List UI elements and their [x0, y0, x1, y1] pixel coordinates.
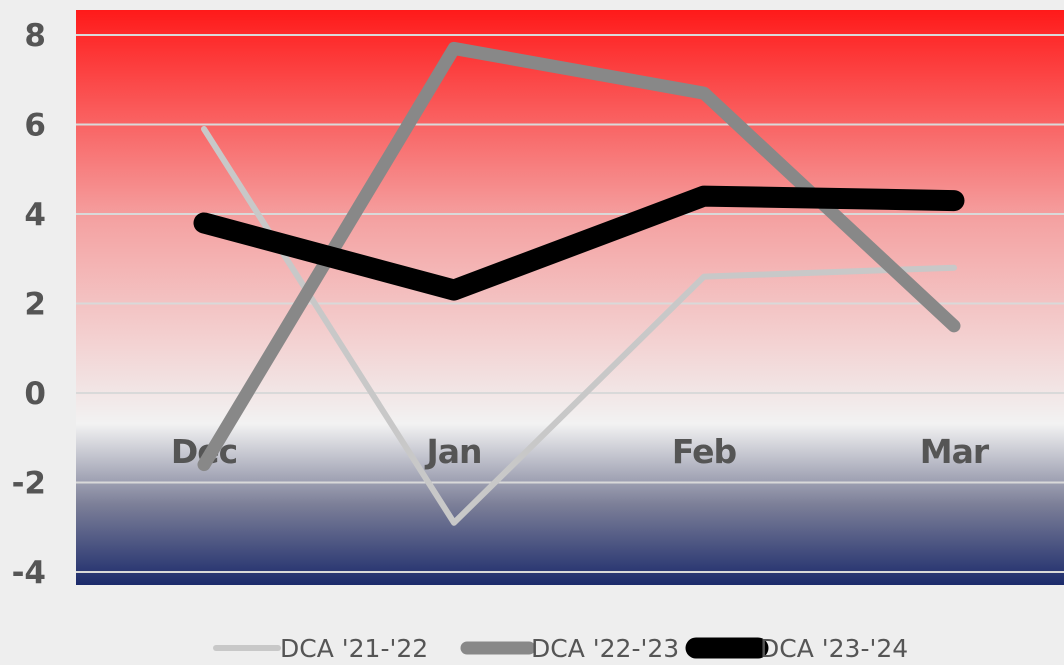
y-tick-label: 2: [24, 287, 46, 323]
y-tick-label: -4: [12, 555, 46, 591]
series-lines: [193, 41, 965, 526]
y-tick-label: 4: [24, 197, 46, 233]
y-axis-ticks: 8 6 4 2 0 -2 -4: [12, 18, 46, 591]
legend-label: DCA '21-'22: [280, 634, 428, 661]
gridlines: [76, 34, 1064, 573]
plot-area-background: [76, 10, 1064, 585]
y-tick-label: 8: [24, 18, 46, 54]
x-axis-ticks: Dec Jan Feb Mar: [171, 432, 991, 471]
x-tick-label: Feb: [672, 432, 737, 471]
y-tick-label: -2: [12, 466, 46, 502]
y-tick-label: 0: [24, 376, 46, 412]
series-line: [201, 125, 957, 526]
x-tick-label: Mar: [920, 432, 990, 471]
y-tick-label: 6: [24, 108, 46, 144]
legend-label: DCA '22-'23: [531, 634, 679, 661]
x-tick-label: Jan: [424, 432, 481, 471]
series-line: [193, 185, 965, 301]
legend: DCA '21-'22 DCA '22-'23 DCA '23-'24: [213, 634, 908, 663]
legend-label: DCA '23-'24: [760, 634, 908, 661]
